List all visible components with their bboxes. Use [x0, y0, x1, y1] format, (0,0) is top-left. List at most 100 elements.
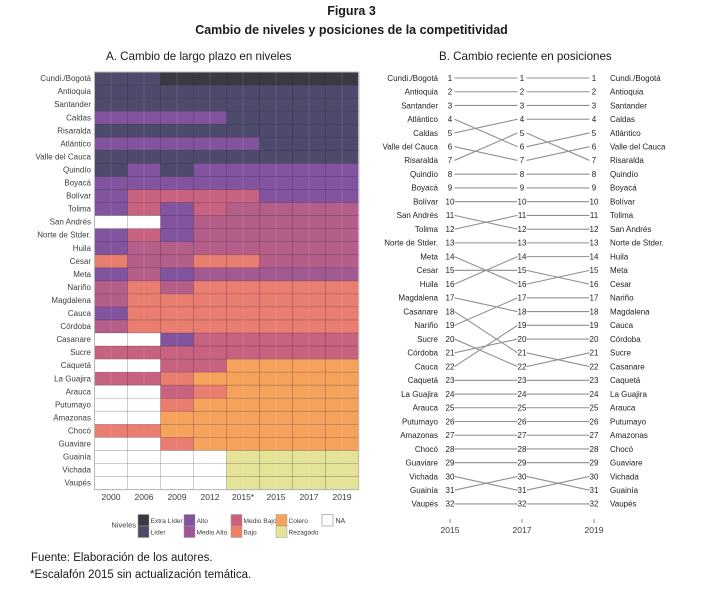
svg-text:11: 11: [446, 211, 455, 220]
svg-text:2009: 2009: [168, 492, 187, 502]
svg-text:Magdalena: Magdalena: [610, 307, 650, 316]
svg-text:2012: 2012: [201, 492, 220, 502]
svg-text:4: 4: [448, 115, 453, 124]
svg-text:26: 26: [446, 417, 455, 426]
svg-text:Magdalena: Magdalena: [398, 294, 438, 303]
svg-text:2: 2: [592, 88, 597, 97]
svg-text:Cundi./Bogotá: Cundi./Bogotá: [610, 74, 661, 83]
svg-text:Amazonas: Amazonas: [400, 431, 438, 440]
svg-text:21: 21: [590, 349, 599, 358]
svg-text:20: 20: [518, 335, 527, 344]
svg-text:6: 6: [520, 143, 525, 152]
svg-text:17: 17: [518, 294, 527, 303]
svg-text:29: 29: [590, 459, 599, 468]
svg-text:27: 27: [518, 431, 527, 440]
svg-text:Norte de Stder.: Norte de Stder.: [610, 239, 664, 248]
svg-text:19: 19: [518, 321, 527, 330]
svg-text:9: 9: [448, 184, 453, 193]
svg-text:Antioquia: Antioquia: [610, 88, 644, 97]
svg-text:13: 13: [590, 239, 599, 248]
svg-text:Cauca: Cauca: [610, 321, 634, 330]
svg-text:Tolima: Tolima: [68, 205, 92, 214]
svg-text:5: 5: [520, 129, 525, 138]
svg-text:Atlántico: Atlántico: [60, 139, 91, 148]
svg-text:Nariño: Nariño: [414, 321, 438, 330]
svg-text:27: 27: [446, 431, 455, 440]
svg-text:Sucre: Sucre: [417, 335, 438, 344]
svg-text:Caquetá: Caquetá: [610, 376, 641, 385]
svg-text:28: 28: [446, 445, 455, 454]
svg-text:15: 15: [590, 266, 599, 275]
svg-text:7: 7: [592, 156, 597, 165]
svg-text:Bolívar: Bolívar: [610, 197, 635, 206]
svg-text:Risaralda: Risaralda: [57, 126, 91, 135]
svg-text:31: 31: [518, 486, 527, 495]
svg-text:Guaviare: Guaviare: [610, 459, 643, 468]
svg-text:8: 8: [592, 170, 597, 179]
svg-text:Bolívar: Bolívar: [413, 197, 438, 206]
svg-text:15: 15: [446, 266, 455, 275]
svg-text:Chocó: Chocó: [415, 445, 439, 454]
svg-text:30: 30: [518, 472, 527, 481]
svg-text:30: 30: [446, 472, 455, 481]
svg-text:8: 8: [520, 170, 525, 179]
svg-text:13: 13: [518, 239, 527, 248]
svg-text:Medio Bajo: Medio Bajo: [244, 518, 277, 525]
svg-text:28: 28: [590, 445, 599, 454]
svg-text:Risaralda: Risaralda: [404, 156, 438, 165]
svg-text:32: 32: [446, 500, 455, 509]
svg-text:27: 27: [590, 431, 599, 440]
svg-text:Bajo: Bajo: [244, 529, 258, 536]
svg-text:14: 14: [518, 252, 527, 261]
svg-text:4: 4: [520, 115, 525, 124]
svg-text:2015: 2015: [441, 525, 460, 535]
svg-text:2019: 2019: [333, 492, 352, 502]
svg-text:Cesar: Cesar: [610, 280, 632, 289]
svg-text:Meta: Meta: [73, 270, 91, 279]
svg-text:2017: 2017: [513, 525, 532, 535]
svg-text:Guaviare: Guaviare: [59, 440, 92, 449]
svg-text:Guainía: Guainía: [63, 453, 92, 462]
svg-text:12: 12: [590, 225, 599, 234]
svg-text:Chocó: Chocó: [610, 445, 634, 454]
svg-text:28: 28: [518, 445, 527, 454]
svg-text:20: 20: [590, 335, 599, 344]
svg-text:24: 24: [518, 390, 527, 399]
svg-text:Antioquia: Antioquia: [405, 88, 439, 97]
svg-text:Cauca: Cauca: [68, 309, 92, 318]
svg-text:Cesar: Cesar: [70, 257, 92, 266]
svg-text:24: 24: [446, 390, 455, 399]
svg-text:22: 22: [590, 362, 599, 371]
svg-text:Medio Alto: Medio Alto: [197, 529, 228, 536]
svg-text:2006: 2006: [135, 492, 154, 502]
svg-text:Caquetá: Caquetá: [61, 361, 92, 370]
svg-text:Córdoba: Córdoba: [610, 335, 641, 344]
svg-text:7: 7: [448, 156, 453, 165]
svg-text:Putumayo: Putumayo: [402, 417, 439, 426]
svg-text:4: 4: [592, 115, 597, 124]
svg-text:Cauca: Cauca: [415, 362, 439, 371]
svg-text:Meta: Meta: [420, 252, 438, 261]
svg-text:Cundi./Bogotá: Cundi./Bogotá: [40, 74, 91, 83]
svg-text:16: 16: [518, 280, 527, 289]
svg-text:Sucre: Sucre: [610, 349, 631, 358]
svg-text:Risaralda: Risaralda: [610, 156, 644, 165]
svg-text:11: 11: [518, 211, 527, 220]
svg-text:Boyacá: Boyacá: [411, 184, 438, 193]
svg-text:10: 10: [590, 197, 599, 206]
svg-text:Santander: Santander: [610, 101, 647, 110]
svg-text:Quindío: Quindío: [410, 170, 439, 179]
svg-text:Amazonas: Amazonas: [53, 413, 91, 422]
svg-text:2019: 2019: [585, 525, 604, 535]
svg-text:29: 29: [446, 459, 455, 468]
svg-text:Vaupés: Vaupés: [411, 500, 438, 509]
svg-text:21: 21: [446, 349, 455, 358]
svg-text:Quindío: Quindío: [63, 165, 92, 174]
svg-text:18: 18: [590, 307, 599, 316]
svg-text:Córdoba: Córdoba: [407, 349, 438, 358]
svg-text:Caldas: Caldas: [413, 129, 438, 138]
svg-text:Bolívar: Bolívar: [66, 192, 91, 201]
svg-text:5: 5: [448, 129, 453, 138]
svg-text:15: 15: [518, 266, 527, 275]
svg-text:18: 18: [446, 307, 455, 316]
